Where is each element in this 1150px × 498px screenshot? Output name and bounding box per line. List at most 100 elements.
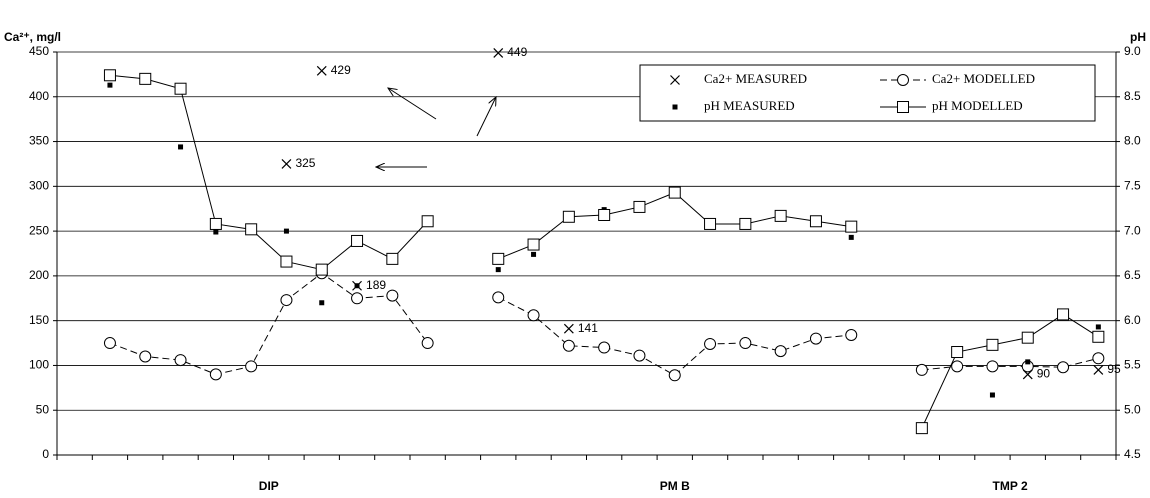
- legend-marker: [670, 75, 680, 85]
- x-marker: [316, 65, 327, 76]
- data-label: 90: [1037, 367, 1051, 381]
- square-marker: [351, 234, 364, 247]
- x-marker: [493, 47, 504, 58]
- square-marker: [492, 252, 505, 265]
- circle-marker: [633, 349, 646, 362]
- square-marker: [315, 263, 328, 276]
- y2-tick-label: 9.0: [1124, 44, 1141, 58]
- circle-marker: [1057, 361, 1070, 374]
- circle-marker: [1092, 352, 1105, 365]
- y-tick-label: 50: [36, 402, 50, 416]
- circle-marker: [774, 345, 787, 358]
- group-label: TMP 2: [993, 479, 1028, 493]
- y-tick-label: 450: [29, 44, 49, 58]
- y-tick-label: 0: [42, 447, 49, 461]
- square-marker: [986, 338, 999, 351]
- dot-marker: [354, 283, 360, 289]
- square-marker: [245, 223, 258, 236]
- circle-marker: [845, 328, 858, 341]
- legend-label: Ca2+ MODELLED: [932, 71, 1035, 86]
- dot-marker: [178, 144, 184, 150]
- circle-marker: [245, 360, 258, 373]
- group-label: PM B: [660, 479, 690, 493]
- y2-tick-label: 7.0: [1124, 223, 1141, 237]
- data-label: 449: [507, 45, 527, 59]
- dot-marker: [848, 234, 854, 240]
- dot-marker: [1025, 359, 1031, 365]
- y2-axis-title: pH: [1130, 30, 1146, 44]
- data-label: 325: [295, 156, 315, 170]
- square-marker: [668, 186, 681, 199]
- circle-marker: [386, 289, 399, 302]
- circle-marker: [562, 339, 575, 352]
- square-marker: [174, 82, 187, 95]
- square-marker: [951, 346, 964, 359]
- dot-marker: [213, 229, 219, 235]
- data-label: 429: [331, 63, 351, 77]
- square-marker: [209, 217, 222, 230]
- y2-tick-label: 8.5: [1124, 89, 1141, 103]
- circle-marker: [527, 309, 540, 322]
- circle-marker: [209, 368, 222, 381]
- square-marker: [598, 208, 611, 221]
- y2-tick-label: 5.0: [1124, 402, 1141, 416]
- circle-marker: [704, 337, 717, 350]
- legend-marker: [897, 101, 909, 113]
- circle-marker: [915, 363, 928, 376]
- circle-marker: [174, 354, 187, 367]
- circle-marker: [598, 341, 611, 354]
- y-axis-title: Ca²⁺, mg/l: [4, 30, 61, 44]
- y-tick-label: 300: [29, 179, 49, 193]
- square-marker: [704, 217, 717, 230]
- square-marker: [527, 238, 540, 251]
- y2-tick-label: 5.5: [1124, 358, 1141, 372]
- legend-marker: [672, 104, 678, 110]
- y2-tick-label: 6.5: [1124, 268, 1141, 282]
- dot-marker: [1095, 324, 1101, 330]
- y-tick-label: 350: [29, 134, 49, 148]
- dot-marker: [319, 300, 325, 306]
- square-marker: [1057, 308, 1070, 321]
- arrow: [476, 97, 496, 137]
- circle-marker: [809, 332, 822, 345]
- legend-box: [639, 64, 1096, 122]
- annotation-arrows: [376, 88, 496, 167]
- y2-tick-label: 6.0: [1124, 313, 1141, 327]
- circle-marker: [739, 337, 752, 350]
- square-marker: [1021, 331, 1034, 344]
- circle-marker: [351, 292, 364, 305]
- series-line: [109, 272, 1099, 376]
- y-tick-label: 150: [29, 313, 49, 327]
- circle-marker: [103, 337, 116, 350]
- dot-marker: [107, 82, 113, 88]
- circle-marker: [421, 337, 434, 350]
- data-label: 189: [366, 278, 386, 292]
- arrow: [388, 88, 437, 120]
- square-marker: [845, 220, 858, 233]
- data-label: 141: [578, 321, 598, 335]
- series-line: [109, 74, 1099, 429]
- legend-marker: [897, 74, 909, 86]
- square-marker: [139, 72, 152, 85]
- circle-marker: [951, 360, 964, 373]
- square-marker: [809, 215, 822, 228]
- square-marker: [1092, 330, 1105, 343]
- square-marker: [280, 255, 293, 268]
- circle-marker: [668, 369, 681, 382]
- circle-marker: [986, 360, 999, 373]
- square-marker: [915, 422, 928, 435]
- dot-marker: [283, 228, 289, 234]
- square-marker: [421, 215, 434, 228]
- dot-marker: [531, 251, 537, 257]
- square-marker: [386, 252, 399, 265]
- legend-label: pH MEASURED: [704, 98, 795, 113]
- data-label: 95: [1107, 362, 1121, 376]
- dot-marker: [495, 267, 501, 273]
- y-tick-label: 100: [29, 358, 49, 372]
- legend-label: pH MODELLED: [932, 98, 1023, 113]
- square-marker: [562, 210, 575, 223]
- y-tick-label: 400: [29, 89, 49, 103]
- y2-tick-label: 8.0: [1124, 134, 1141, 148]
- circle-marker: [280, 294, 293, 307]
